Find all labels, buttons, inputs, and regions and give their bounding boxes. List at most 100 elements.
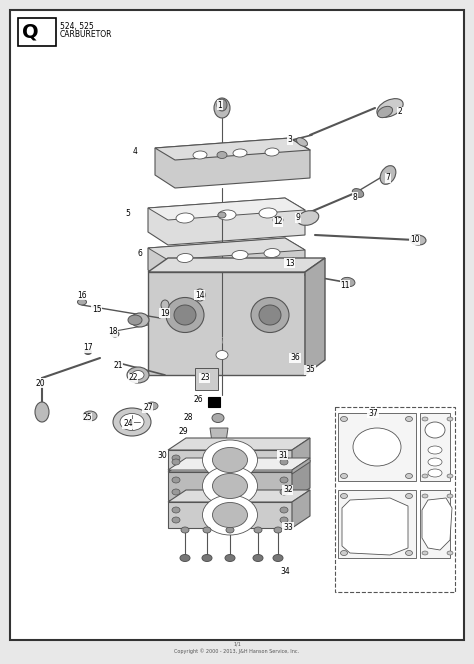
Bar xyxy=(18,18,56,46)
Ellipse shape xyxy=(297,210,319,225)
FancyBboxPatch shape xyxy=(335,407,455,592)
Ellipse shape xyxy=(35,402,49,422)
Ellipse shape xyxy=(131,313,149,327)
Ellipse shape xyxy=(218,212,226,218)
Ellipse shape xyxy=(280,459,288,465)
Ellipse shape xyxy=(447,417,453,421)
Text: PartStream: PartStream xyxy=(202,333,272,347)
Ellipse shape xyxy=(353,428,401,466)
Ellipse shape xyxy=(174,305,196,325)
Ellipse shape xyxy=(280,507,288,513)
Ellipse shape xyxy=(259,305,281,325)
Ellipse shape xyxy=(176,213,194,223)
Polygon shape xyxy=(292,460,310,500)
Ellipse shape xyxy=(280,455,288,461)
Ellipse shape xyxy=(203,527,211,533)
Polygon shape xyxy=(292,490,310,528)
Polygon shape xyxy=(168,438,310,450)
Ellipse shape xyxy=(113,408,151,436)
Ellipse shape xyxy=(172,507,180,513)
Ellipse shape xyxy=(280,517,288,523)
Text: 17: 17 xyxy=(83,343,93,353)
Ellipse shape xyxy=(428,469,442,477)
Text: 25: 25 xyxy=(82,414,92,422)
Polygon shape xyxy=(155,138,310,188)
Ellipse shape xyxy=(428,458,442,466)
Ellipse shape xyxy=(422,417,428,421)
Ellipse shape xyxy=(380,165,396,185)
Ellipse shape xyxy=(216,351,228,359)
Polygon shape xyxy=(168,472,292,500)
Ellipse shape xyxy=(84,349,91,355)
Text: 32: 32 xyxy=(283,485,293,495)
Polygon shape xyxy=(148,238,305,260)
Ellipse shape xyxy=(195,289,205,301)
Ellipse shape xyxy=(161,300,169,310)
Text: 14: 14 xyxy=(195,291,205,299)
Text: 29: 29 xyxy=(178,428,188,436)
Ellipse shape xyxy=(217,99,227,111)
Polygon shape xyxy=(292,458,310,474)
Ellipse shape xyxy=(447,494,453,498)
Ellipse shape xyxy=(172,459,180,465)
Text: 1: 1 xyxy=(218,100,222,110)
Ellipse shape xyxy=(232,250,248,260)
Ellipse shape xyxy=(340,416,347,422)
Ellipse shape xyxy=(253,554,263,562)
Text: 12: 12 xyxy=(273,218,283,226)
Ellipse shape xyxy=(377,106,392,118)
Ellipse shape xyxy=(172,455,180,461)
Text: 30: 30 xyxy=(157,450,167,459)
Text: 2: 2 xyxy=(398,108,402,116)
Ellipse shape xyxy=(340,493,347,499)
Text: 22: 22 xyxy=(128,373,138,382)
Text: 4: 4 xyxy=(133,147,137,157)
Ellipse shape xyxy=(422,494,428,498)
Text: 5: 5 xyxy=(126,208,130,218)
Text: 18: 18 xyxy=(108,327,118,337)
Polygon shape xyxy=(422,498,452,550)
Ellipse shape xyxy=(405,550,412,556)
Polygon shape xyxy=(168,502,292,528)
Polygon shape xyxy=(148,198,305,220)
Text: 15: 15 xyxy=(92,305,102,315)
Ellipse shape xyxy=(273,554,283,562)
Ellipse shape xyxy=(181,527,189,533)
Polygon shape xyxy=(195,368,218,390)
Ellipse shape xyxy=(251,297,289,333)
Ellipse shape xyxy=(340,550,347,556)
Ellipse shape xyxy=(202,554,212,562)
Polygon shape xyxy=(168,490,310,502)
Text: 31: 31 xyxy=(278,450,288,459)
Text: 26: 26 xyxy=(193,396,203,404)
Text: 9: 9 xyxy=(296,214,301,222)
Ellipse shape xyxy=(422,474,428,478)
Polygon shape xyxy=(148,198,305,245)
Ellipse shape xyxy=(217,151,227,159)
Text: 3: 3 xyxy=(288,135,292,145)
Ellipse shape xyxy=(405,416,412,422)
Ellipse shape xyxy=(265,148,279,156)
Text: 16: 16 xyxy=(77,291,87,299)
Ellipse shape xyxy=(212,414,224,422)
Text: 13: 13 xyxy=(285,258,295,268)
Polygon shape xyxy=(168,458,310,470)
Text: 8: 8 xyxy=(353,193,357,201)
Text: 23: 23 xyxy=(200,373,210,382)
Text: 524, 525: 524, 525 xyxy=(60,22,94,31)
FancyBboxPatch shape xyxy=(338,413,416,481)
Ellipse shape xyxy=(297,137,308,146)
Polygon shape xyxy=(155,138,310,160)
Ellipse shape xyxy=(352,189,364,197)
Polygon shape xyxy=(168,460,310,472)
Ellipse shape xyxy=(341,278,355,287)
Ellipse shape xyxy=(180,554,190,562)
Text: 11: 11 xyxy=(340,280,350,290)
Text: 24: 24 xyxy=(123,420,133,428)
Ellipse shape xyxy=(447,551,453,555)
Ellipse shape xyxy=(212,448,247,473)
Ellipse shape xyxy=(225,554,235,562)
Polygon shape xyxy=(148,258,325,272)
Ellipse shape xyxy=(177,254,193,262)
Ellipse shape xyxy=(214,98,230,118)
